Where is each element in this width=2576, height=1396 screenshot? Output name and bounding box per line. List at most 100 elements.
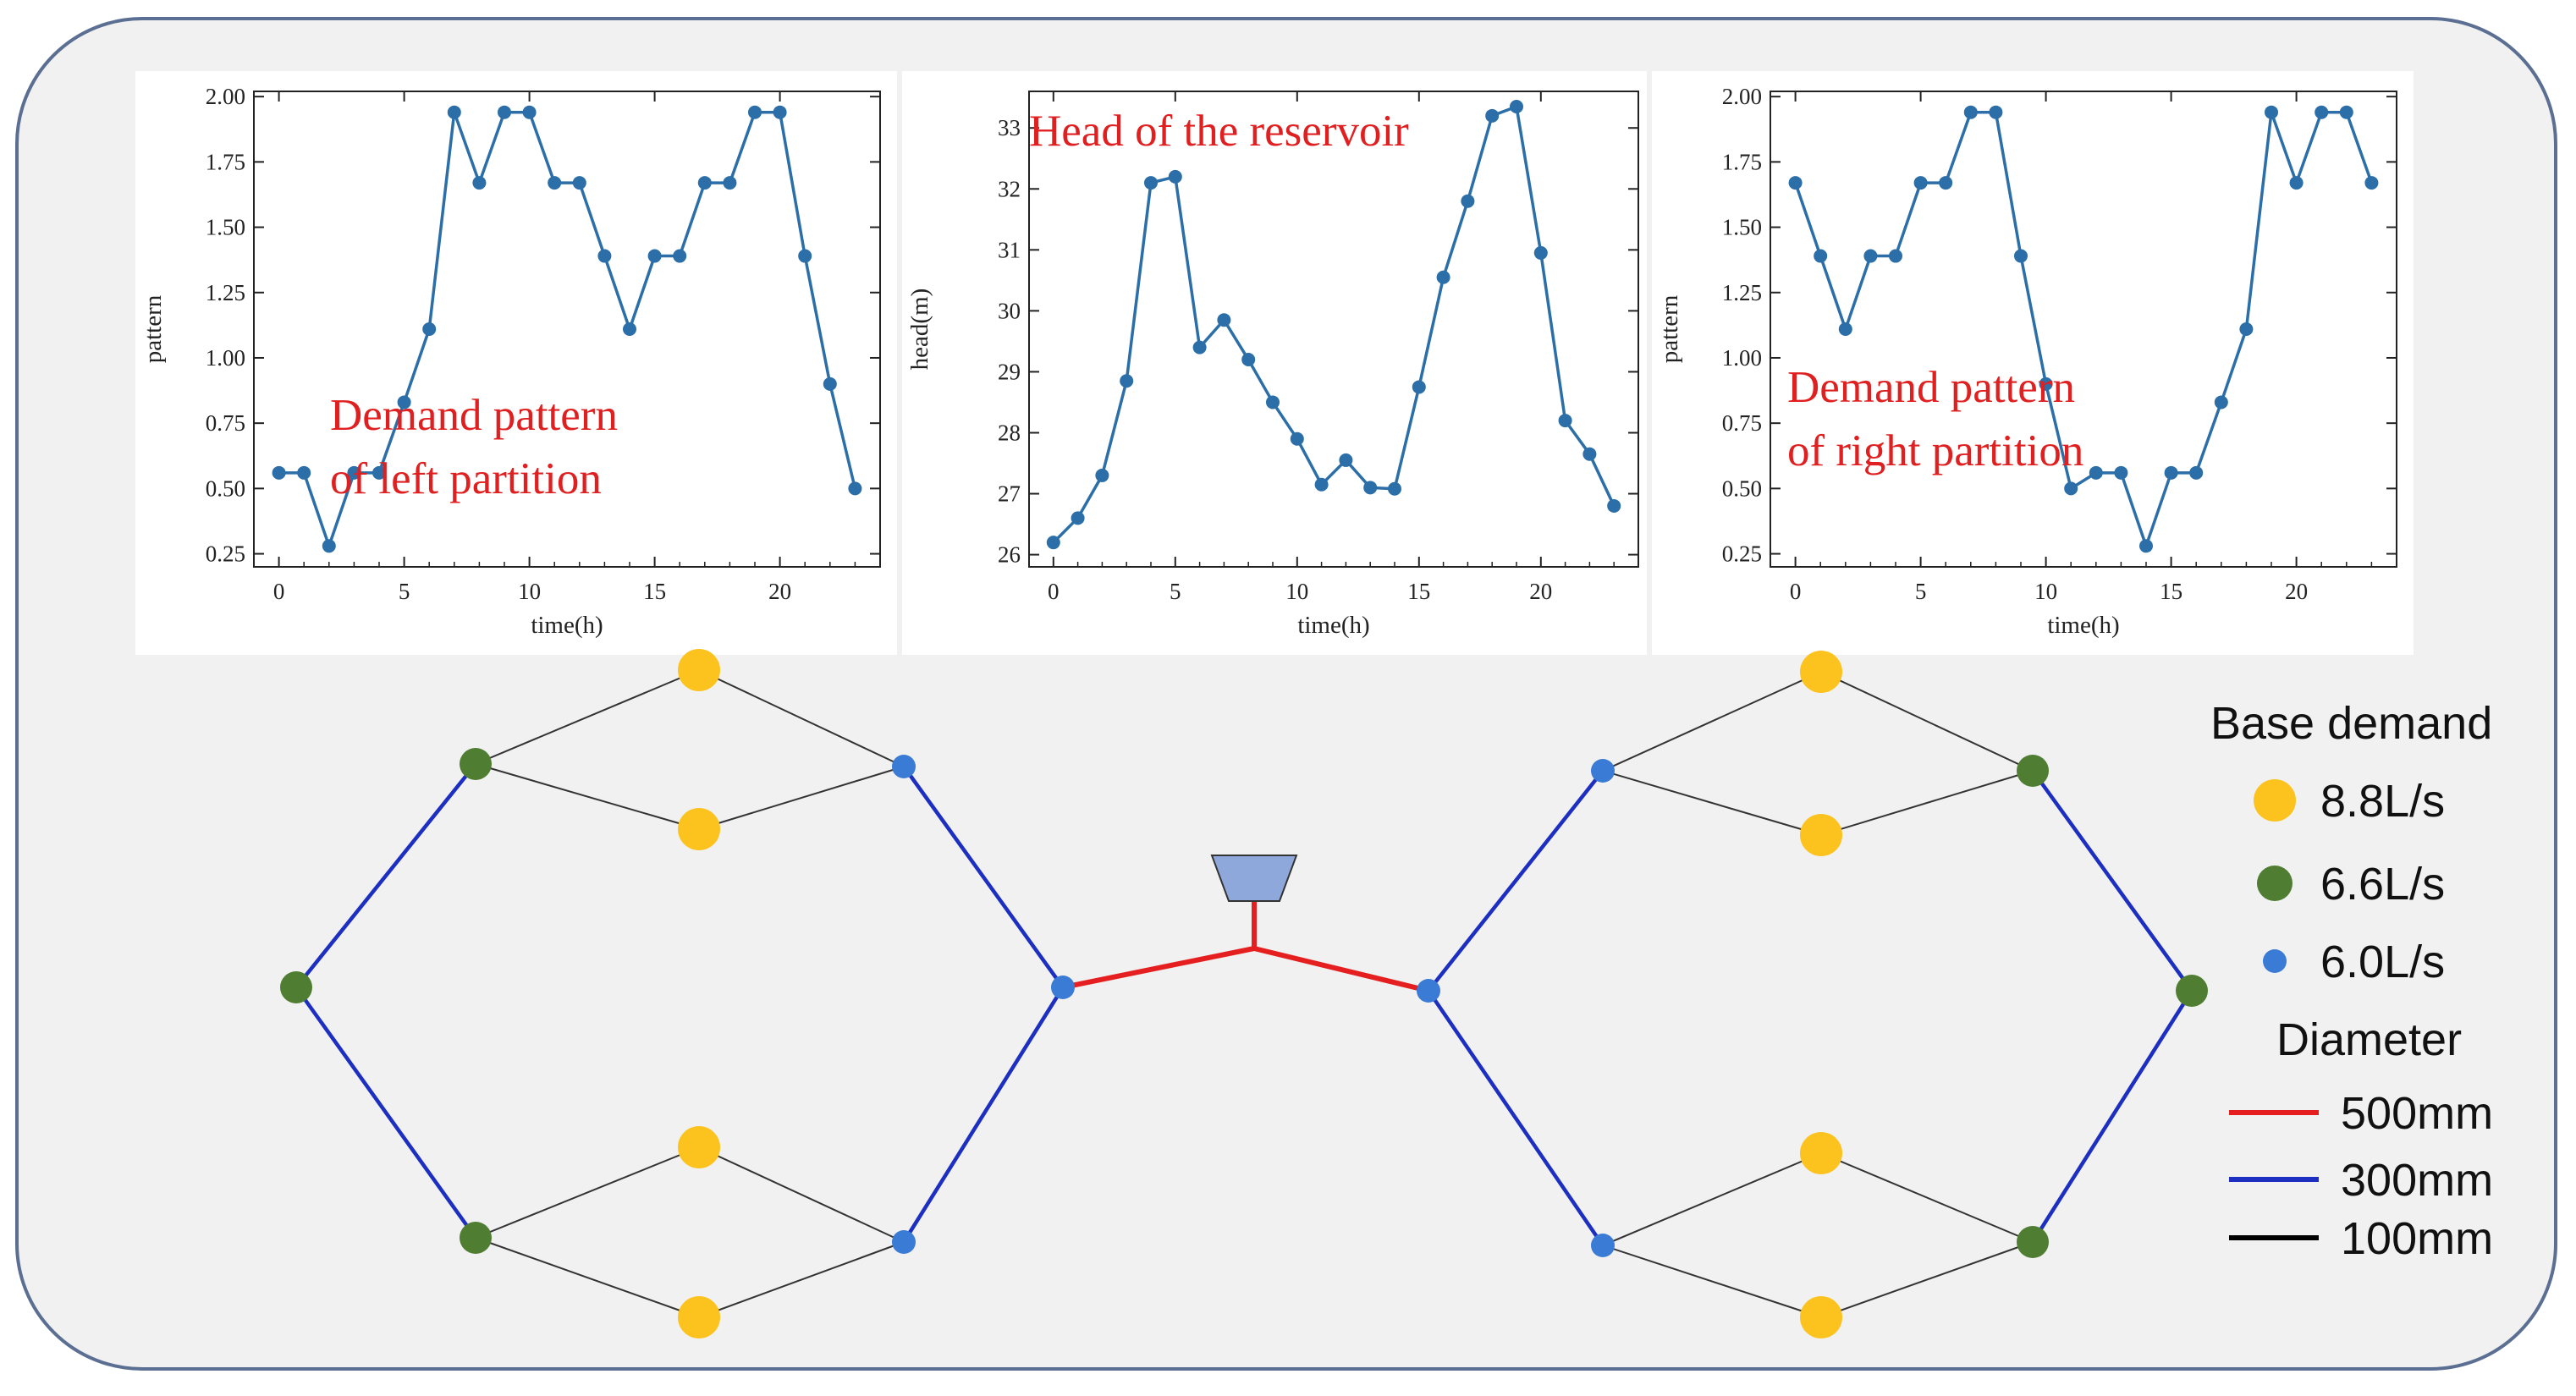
chart1-point-20 <box>1533 245 1548 260</box>
chart1-xlabel: time(h) <box>1297 612 1369 639</box>
chart0-xlabel: time(h) <box>531 612 603 639</box>
pipe-d100-15 <box>475 1146 700 1239</box>
node-lg3 <box>460 1222 492 1254</box>
chart2-point-23 <box>2364 176 2379 190</box>
chart2-point-18 <box>2239 322 2254 336</box>
right-demand-chart-svg: 0 5 10 15 20 0.25 0.50 0.75 1.00 1.25 1.50 1.75 2.00… <box>1656 84 2397 639</box>
chart0-ytick-label-2: 0.75 <box>206 410 245 436</box>
chart0-ytick-label-7: 2.00 <box>206 84 245 109</box>
pipe-d300-6 <box>901 985 1065 1245</box>
reservoir-head-chart-svg: 0 5 10 15 20 26 27 28 29 30 31 32 33 time(h) head(m) He… <box>906 91 1639 639</box>
chart0-xtick-label-4: 20 <box>768 579 791 604</box>
chart1-point-7 <box>1217 313 1231 327</box>
pipe-d100-19 <box>1602 671 1822 772</box>
chart0-point-20 <box>773 105 787 119</box>
chart1-point-11 <box>1314 477 1329 492</box>
chart1-ytick-label-3: 29 <box>998 359 1021 384</box>
chart2-point-21 <box>2315 105 2329 119</box>
chart2-point-14 <box>2139 539 2153 553</box>
nodes-layer <box>280 649 2208 1338</box>
chart0-point-17 <box>697 176 712 190</box>
chart2-point-20 <box>2289 176 2304 190</box>
legend-node-large-marker <box>2254 779 2296 822</box>
chart0-point-13 <box>597 249 612 263</box>
chart1-ytick-label-6: 32 <box>998 176 1021 201</box>
chart2-point-16 <box>2189 465 2204 480</box>
pipes-layer <box>294 669 2194 1318</box>
chart0-point-15 <box>647 249 662 263</box>
chart1-xtick-label-1: 5 <box>1170 579 1181 604</box>
pipe-d300-4 <box>294 985 478 1240</box>
chart0-point-12 <box>572 176 586 190</box>
legend-100mm-label: 100mm <box>2341 1213 2493 1264</box>
chart2-annotation-line-1: of right partition <box>1787 426 2083 475</box>
chart0-point-18 <box>723 176 737 190</box>
chart1-xtick-label-3: 15 <box>1407 579 1430 604</box>
pipe-d500-0 <box>1060 946 1257 990</box>
chart0-annotation-line-0: Demand pattern <box>330 391 618 440</box>
chart2-point-8 <box>1989 105 2003 119</box>
chart0-ytick-label-0: 0.25 <box>206 541 245 567</box>
chart2-point-12 <box>2089 465 2103 480</box>
chart0-point-8 <box>472 176 487 190</box>
chart0-point-3 <box>347 465 361 480</box>
chart2-ytick-label-3: 1.00 <box>1722 345 1762 371</box>
chart2-point-6 <box>1939 176 1953 190</box>
chart0-point-5 <box>397 395 411 409</box>
chart2-plot-frame <box>1770 91 2397 568</box>
chart1-ytick-label-7: 33 <box>998 115 1021 140</box>
chart2-ytick-label-0: 0.25 <box>1722 541 1762 567</box>
pipe-d300-9 <box>2030 768 2194 993</box>
node-ly4 <box>678 1296 720 1338</box>
chart2-xtick-label-4: 20 <box>2285 579 2308 604</box>
chart1-point-1 <box>1071 511 1085 525</box>
legend-node-small-marker <box>2263 949 2287 973</box>
pipe-d100-24 <box>1820 1152 2034 1243</box>
chart1-point-5 <box>1168 169 1182 184</box>
chart2-point-15 <box>2164 465 2178 480</box>
chart2-point-17 <box>2214 395 2228 409</box>
node-ry4 <box>1800 1296 1842 1338</box>
legend-node-medium-marker <box>2257 866 2293 901</box>
legend-demand-small-label: 6.0L/s <box>2320 937 2445 987</box>
chart1-point-9 <box>1266 395 1280 409</box>
chart0-point-7 <box>447 105 461 119</box>
chart1-xtick-label-4: 20 <box>1529 579 1552 604</box>
right-demand-chart: 0 5 10 15 20 0.25 0.50 0.75 1.00 1.25 1.50 1.75 2.00… <box>1652 71 2414 655</box>
pipe-d100-17 <box>475 1237 700 1318</box>
chart1-point-8 <box>1241 353 1256 367</box>
chart1-ytick-label-1: 27 <box>998 481 1021 507</box>
chart1-point-6 <box>1192 340 1207 354</box>
chart0-ytick-label-4: 1.25 <box>206 280 245 305</box>
node-lb2 <box>1051 976 1075 999</box>
node-ry1 <box>1800 651 1842 693</box>
chart2-point-1 <box>1814 249 1828 263</box>
chart1-point-15 <box>1412 380 1426 394</box>
chart2-point-7 <box>1963 105 1978 119</box>
chart0-ytick-label-5: 1.50 <box>206 215 245 240</box>
chart1-xtick-label-2: 10 <box>1285 579 1308 604</box>
node-rb1 <box>1591 759 1615 783</box>
chart2-xtick-label-2: 10 <box>2034 579 2057 604</box>
chart1-point-10 <box>1290 431 1304 446</box>
chart1-point-16 <box>1436 270 1450 284</box>
pipe-d100-16 <box>698 1146 905 1243</box>
node-ly1 <box>678 649 720 691</box>
chart0-point-4 <box>372 465 386 480</box>
chart2-ylabel: pattern <box>1656 294 1683 363</box>
chart2-point-19 <box>2265 105 2278 119</box>
chart2-point-2 <box>1838 322 1852 336</box>
chart0-ytick-label-3: 1.00 <box>206 345 245 371</box>
pipe-d300-3 <box>294 761 478 990</box>
reservoir-icon <box>1210 855 1298 902</box>
chart2-xlabel: time(h) <box>2047 612 2119 639</box>
reservoir-head-chart: 0 5 10 15 20 26 27 28 29 30 31 32 33 time(h) head(m) He… <box>902 71 1647 655</box>
chart1-ytick-label-4: 30 <box>998 298 1021 323</box>
chart2-ytick-label-1: 0.50 <box>1722 475 1762 501</box>
legend-demand-large-label: 8.8L/s <box>2320 776 2445 827</box>
node-lb3 <box>892 1230 916 1254</box>
node-lg1 <box>460 748 492 780</box>
chart0-point-22 <box>823 376 837 391</box>
pipe-d300-7 <box>1426 768 1605 993</box>
